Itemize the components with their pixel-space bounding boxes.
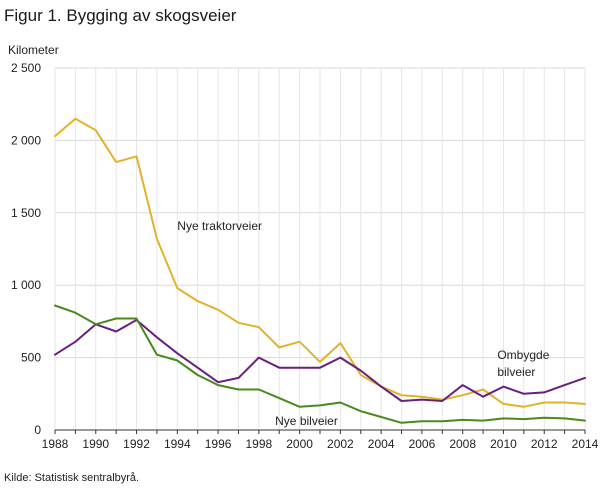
page-title: Figur 1. Bygging av skogsveier (4, 6, 237, 25)
y-axis-label: Kilometer (8, 43, 59, 57)
x-tick-label: 2004 (368, 437, 395, 451)
gridlines (54, 67, 586, 434)
y-tick-label: 2 000 (11, 133, 41, 147)
series-line-0 (54, 117, 586, 408)
series-line-1 (54, 319, 586, 402)
series-line-2 (54, 304, 586, 424)
x-tick-label: 2000 (286, 437, 313, 451)
y-tick-labels: 0 500 1 000 1 500 2 000 2 500 (11, 61, 41, 437)
x-tick-label: 2014 (572, 437, 599, 451)
x-tick-label: 1988 (42, 437, 69, 451)
y-tick-label: 500 (21, 351, 41, 365)
x-tick-label: 2012 (531, 437, 558, 451)
x-tick-label: 1992 (123, 437, 150, 451)
y-tick-label: 1 500 (11, 206, 41, 220)
x-tick-label: 2002 (327, 437, 354, 451)
series-label: Nye traktorveier (177, 219, 262, 233)
x-tick-label: 2008 (449, 437, 476, 451)
series-labels: Nye traktorveier Ombygde bilveier Nye bilve… (177, 219, 549, 428)
series-label: bilveier (497, 365, 535, 379)
y-tick-label: 2 500 (11, 61, 41, 75)
x-tick-label: 1996 (205, 437, 232, 451)
series-label: Ombygde (497, 348, 549, 362)
x-tick-label: 1998 (245, 437, 272, 451)
y-tick-label: 0 (34, 423, 41, 437)
x-tick-label: 1994 (164, 437, 191, 451)
source-note: Kilde: Statistisk sentralbyrå. (4, 472, 140, 484)
x-tick-label: 1990 (82, 437, 109, 451)
x-tick-label: 2010 (490, 437, 517, 451)
series-label: Nye bilveier (275, 414, 338, 428)
y-tick-label: 1 000 (11, 278, 41, 292)
x-tick-label: 2006 (409, 437, 436, 451)
x-tick-labels: 1988 1990 1992 1994 1996 1998 2000 2002 2004 2006… (42, 437, 599, 451)
series-group (54, 117, 586, 424)
